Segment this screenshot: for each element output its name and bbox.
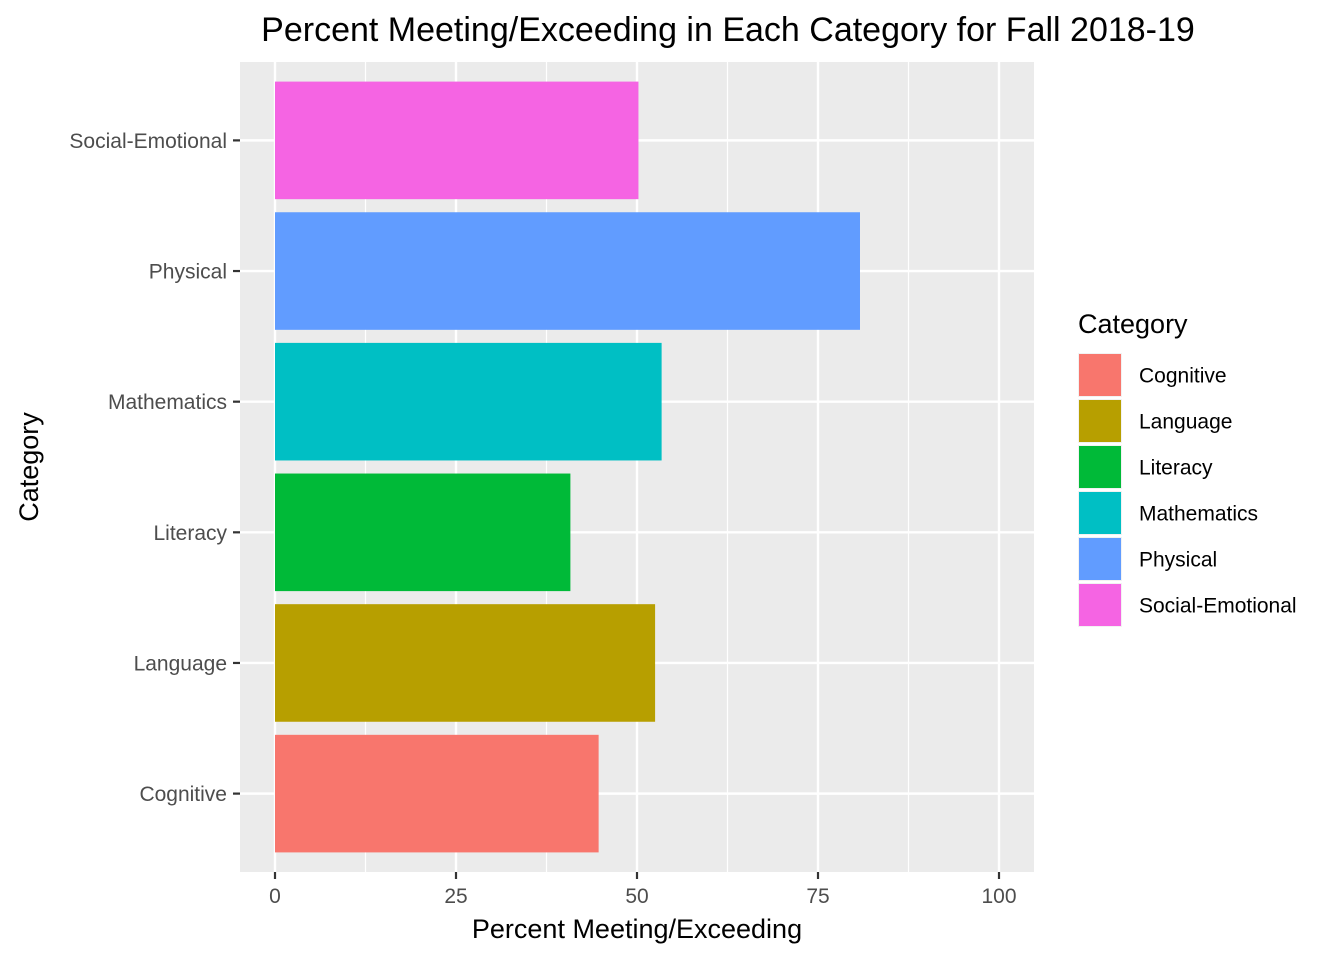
legend-key-mathematics	[1079, 492, 1121, 534]
bar-mathematics	[275, 342, 662, 461]
legend-key-cognitive	[1079, 354, 1121, 396]
y-tick-label: Social-Emotional	[69, 130, 227, 153]
x-tick-label: 50	[625, 885, 648, 908]
chart-title: Percent Meeting/Exceeding in Each Catego…	[261, 11, 1195, 49]
legend-label: Mathematics	[1139, 503, 1258, 526]
x-tick-label: 100	[981, 885, 1016, 908]
legend-label: Social-Emotional	[1139, 595, 1297, 618]
legend-label: Literacy	[1139, 457, 1213, 480]
legend-key-social-emotional	[1079, 584, 1121, 626]
legend: Category Cognitive Language Literacy Mathem…	[1078, 309, 1297, 627]
x-axis-title: Percent Meeting/Exceeding	[472, 914, 802, 944]
bar-social-emotional	[275, 81, 639, 200]
bar-physical	[275, 212, 860, 330]
bar-literacy	[275, 473, 571, 592]
legend-label: Physical	[1139, 549, 1217, 572]
y-axis: Cognitive Language Literacy Mathematics Phys…	[69, 130, 240, 806]
y-tick-label: Physical	[149, 261, 227, 284]
legend-label: Cognitive	[1139, 365, 1227, 388]
x-tick-label: 25	[444, 885, 467, 908]
bar-language	[275, 604, 656, 722]
y-tick-label: Literacy	[153, 522, 227, 545]
legend-key-literacy	[1079, 446, 1121, 488]
x-axis: 0 25 50 75 100	[269, 872, 1017, 908]
bar-cognitive	[275, 734, 599, 853]
x-tick-label: 75	[806, 885, 829, 908]
x-tick-label: 0	[269, 885, 281, 908]
y-axis-title: Category	[14, 412, 44, 522]
legend-label: Language	[1139, 411, 1232, 434]
legend-entries: Cognitive Language Literacy Mathematics Phys…	[1078, 353, 1297, 627]
bars	[275, 81, 860, 853]
y-tick-label: Mathematics	[108, 391, 227, 414]
y-tick-label: Language	[134, 652, 227, 675]
legend-key-physical	[1079, 538, 1121, 580]
legend-title: Category	[1078, 309, 1188, 339]
y-tick-label: Cognitive	[139, 783, 227, 806]
legend-key-language	[1079, 400, 1121, 442]
